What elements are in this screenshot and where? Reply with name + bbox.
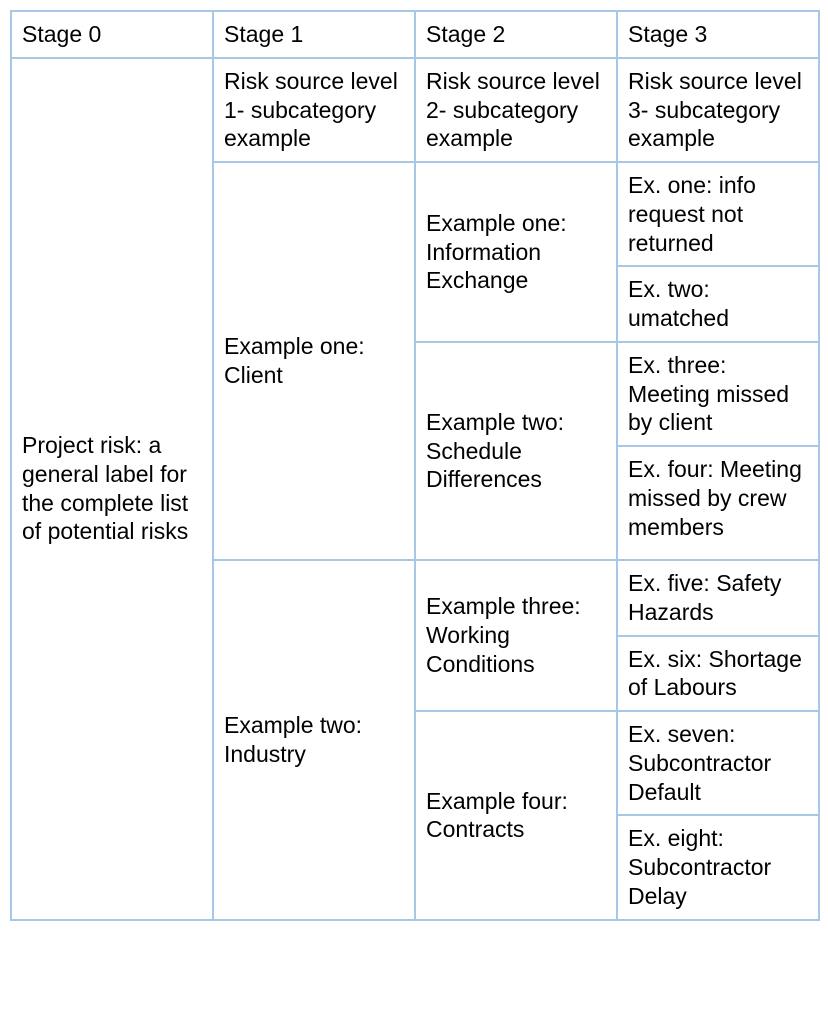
stage2-example-four: Example four: Contracts (415, 711, 617, 920)
table-header-row: Stage 0 Stage 1 Stage 2 Stage 3 (11, 11, 819, 58)
header-stage0: Stage 0 (11, 11, 213, 58)
header-stage3: Stage 3 (617, 11, 819, 58)
stage3-example-six: Ex. six: Shortage of Labours (617, 636, 819, 712)
stage3-subcategory-label: Risk source level 3- subcategory example (617, 58, 819, 162)
stage2-example-one: Example one: Information Exchange (415, 162, 617, 342)
stage1-example-one: Example one: Client (213, 162, 415, 560)
stage3-example-seven: Ex. seven: Subcontractor Default (617, 711, 819, 815)
stage2-example-three: Example three: Working Conditions (415, 560, 617, 711)
stage3-example-four: Ex. four: Meeting missed by crew members (617, 446, 819, 560)
stage3-example-two: Ex. two: umatched (617, 266, 819, 342)
header-stage2: Stage 2 (415, 11, 617, 58)
header-stage1: Stage 1 (213, 11, 415, 58)
table-row: Project risk: a general label for the co… (11, 58, 819, 162)
stage1-example-two: Example two: Industry (213, 560, 415, 920)
stage0-body: Project risk: a general label for the co… (11, 58, 213, 920)
risk-stages-table: Stage 0 Stage 1 Stage 2 Stage 3 Project … (10, 10, 820, 921)
stage3-example-five: Ex. five: Safety Hazards (617, 560, 819, 636)
stage3-example-three: Ex. three: Meeting missed by client (617, 342, 819, 446)
stage1-subcategory-label: Risk source level 1- subcategory example (213, 58, 415, 162)
stage2-subcategory-label: Risk source level 2- subcategory example (415, 58, 617, 162)
stage3-example-one: Ex. one: info request not returned (617, 162, 819, 266)
stage2-example-two: Example two: Schedule Differences (415, 342, 617, 560)
stage3-example-eight: Ex. eight: Subcontractor Delay (617, 815, 819, 919)
